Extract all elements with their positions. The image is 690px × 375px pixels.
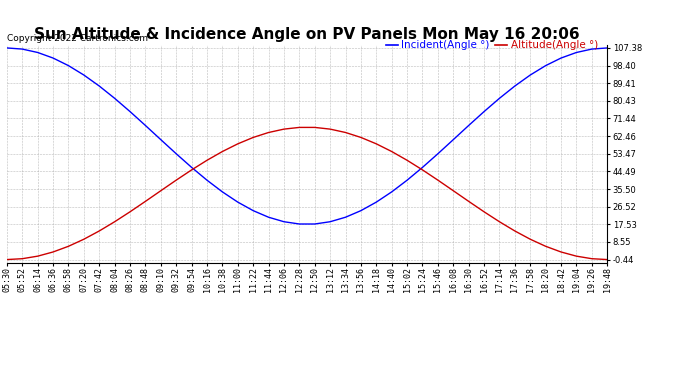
Title: Sun Altitude & Incidence Angle on PV Panels Mon May 16 20:06: Sun Altitude & Incidence Angle on PV Pan… bbox=[34, 27, 580, 42]
Text: Copyright 2022 Cartronics.com: Copyright 2022 Cartronics.com bbox=[7, 34, 148, 43]
Legend: Incident(Angle °), Altitude(Angle °): Incident(Angle °), Altitude(Angle °) bbox=[382, 36, 602, 54]
